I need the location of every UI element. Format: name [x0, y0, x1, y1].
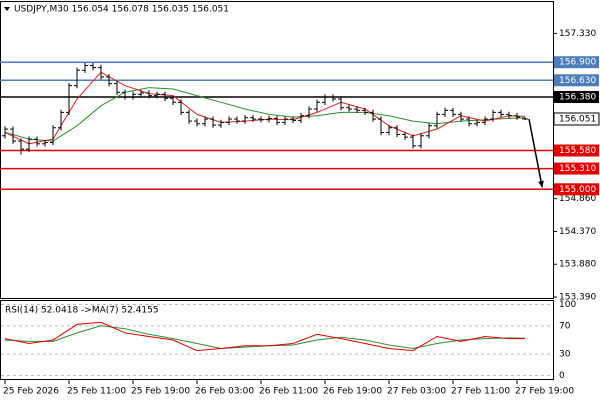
x-tick-label: 25 Feb 11:00 [67, 387, 126, 397]
level-label: 156.630 [559, 76, 596, 86]
y-tick-label: 30 [559, 350, 571, 360]
forecast-arrow [528, 118, 543, 187]
x-tick-label: 25 Feb 19:00 [131, 387, 190, 397]
price-box [553, 112, 600, 126]
x-tick-label: 25 Feb 2026 [3, 387, 59, 397]
indicator-line [4, 321, 525, 352]
level-label-box [554, 162, 599, 175]
y-tick-label: 70 [559, 321, 571, 331]
level-label: 156.380 [559, 92, 596, 102]
level-label: 155.310 [559, 164, 596, 174]
y-tick-label: 100 [559, 300, 576, 310]
rsi-title: RSI(14) 52.0418 ->MA(7) 52.4155 [5, 306, 159, 316]
y-tick-label: 153.880 [559, 260, 596, 270]
title-marker [4, 7, 10, 11]
y-tick-label: 154.860 [559, 194, 596, 204]
level-label-box [554, 90, 599, 103]
current-price: 156.051 [559, 114, 596, 124]
y-tick-label: 0 [559, 371, 565, 381]
indicator-line [4, 87, 526, 142]
x-tick-label: 26 Feb 11:00 [259, 387, 318, 397]
x-tick-label: 27 Feb 19:00 [515, 387, 574, 397]
x-tick-label: 26 Feb 03:00 [195, 387, 254, 397]
x-tick-label: 27 Feb 11:00 [451, 387, 510, 397]
y-tick-label: 154.370 [559, 227, 596, 237]
level-label-box [554, 183, 599, 196]
y-tick-label: 153.390 [559, 292, 596, 302]
chart-title: USDJPY,M30 156.054 156.078 156.035 156.0… [14, 5, 229, 15]
level-label: 155.580 [559, 146, 596, 156]
x-tick-label: 27 Feb 03:00 [387, 387, 446, 397]
level-label-box [554, 74, 599, 87]
level-label-box [554, 144, 599, 157]
level-label: 155.000 [559, 185, 596, 195]
y-tick-label: 157.330 [559, 29, 596, 39]
x-tick-label: 26 Feb 19:00 [323, 387, 382, 397]
level-label: 156.900 [559, 58, 596, 68]
level-label-box [554, 56, 599, 69]
forecast-arrow-head [538, 180, 544, 189]
rsi-frame [0, 300, 554, 380]
